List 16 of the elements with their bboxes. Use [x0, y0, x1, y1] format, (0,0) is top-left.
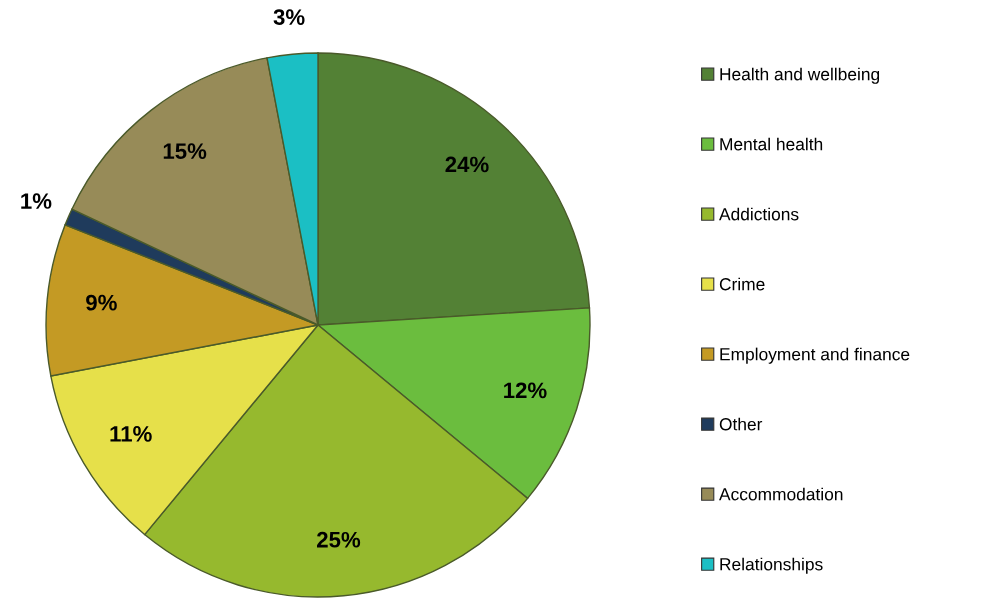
data-label: 3% — [273, 9, 305, 25]
legend-label: Addictions — [719, 207, 799, 221]
data-label: 15% — [163, 143, 207, 160]
legend-label: Accommodation — [719, 487, 843, 501]
legend-label: Relationships — [720, 557, 823, 574]
data-label: 11% — [110, 426, 152, 442]
legend-label: Employment and finance — [720, 347, 910, 364]
legend-label: Crime — [719, 277, 765, 291]
legend-label: Mental health — [720, 137, 823, 151]
data-label: 24% — [445, 156, 489, 173]
data-label: 1% — [21, 193, 52, 209]
data-label: 25% — [317, 531, 361, 548]
legend-label: Health and wellbeing — [720, 67, 880, 84]
legend-label: Other — [719, 417, 763, 431]
data-label: 9% — [86, 294, 117, 311]
data-label: 12% — [504, 382, 547, 399]
